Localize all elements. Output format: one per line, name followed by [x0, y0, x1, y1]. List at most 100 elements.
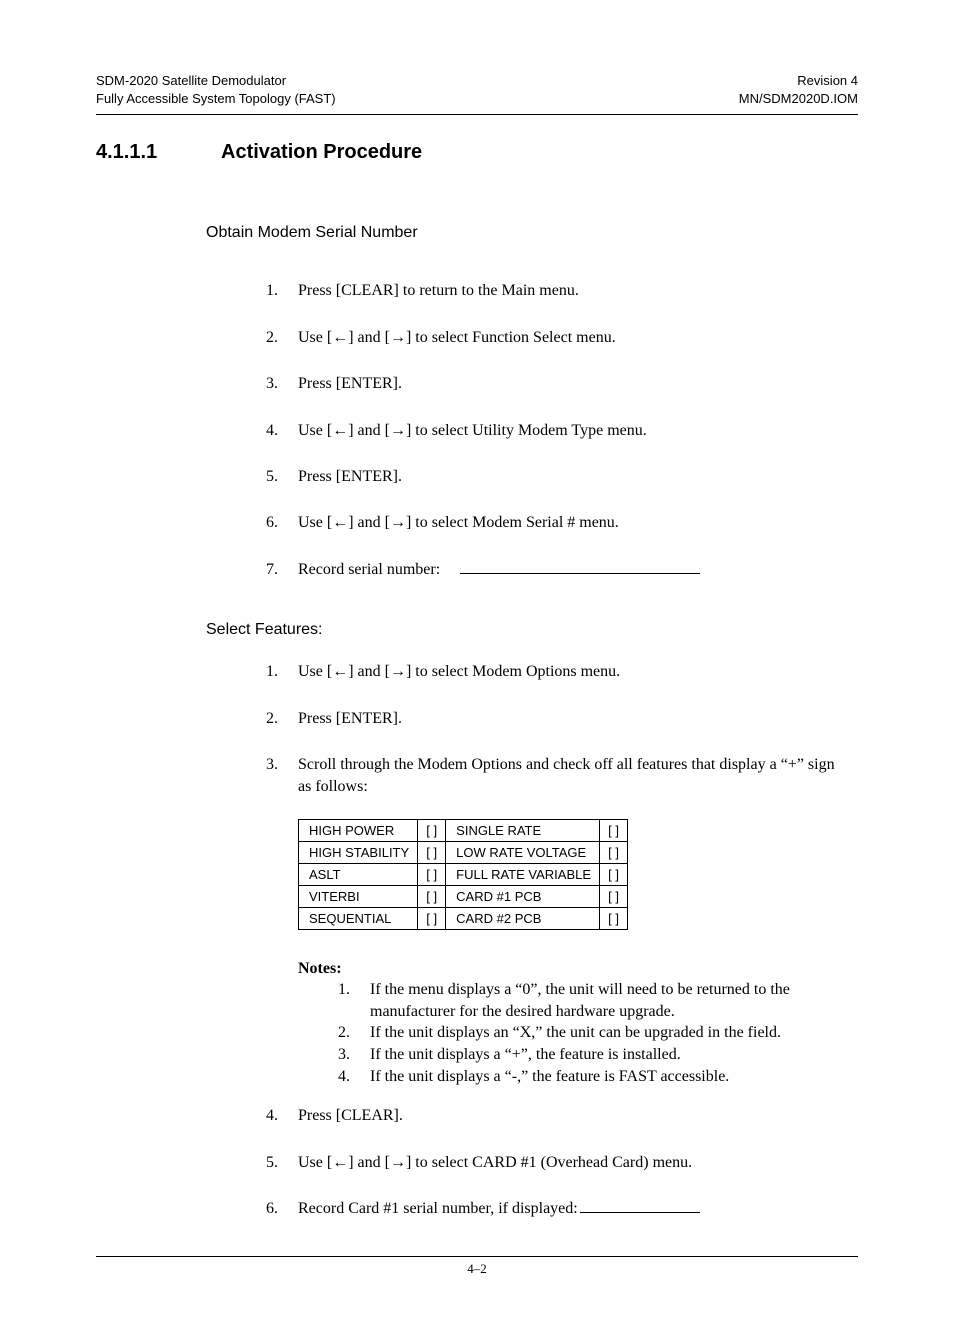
topology-name: Fully Accessible System Topology (FAST) — [96, 90, 336, 108]
item-text: Press [CLEAR]. — [298, 1105, 838, 1127]
table-row: SEQUENTIAL[ ]CARD #2 PCB[ ] — [299, 907, 628, 929]
feature-checkbox: [ ] — [418, 885, 446, 907]
item-text: Use [←] and [→] to select Modem Serial #… — [298, 512, 838, 534]
item-number: 1. — [266, 280, 298, 302]
feature-checkbox: [ ] — [600, 885, 628, 907]
table-row: ASLT[ ]FULL RATE VARIABLE[ ] — [299, 863, 628, 885]
note-text: If the unit displays a “+”, the feature … — [370, 1044, 838, 1066]
list-item: 3.Scroll through the Modem Options and c… — [266, 754, 838, 799]
note-item: 4.If the unit displays a “-,” the featur… — [338, 1066, 838, 1088]
feature-checkbox: [ ] — [600, 819, 628, 841]
record-card-label: Record Card #1 serial number, if display… — [298, 1200, 578, 1217]
item-number: 2. — [266, 327, 298, 349]
table-row: HIGH POWER[ ]SINGLE RATE[ ] — [299, 819, 628, 841]
item-text: Press [ENTER]. — [298, 373, 838, 395]
note-item: 3.If the unit displays a “+”, the featur… — [338, 1044, 838, 1066]
note-text: If the unit displays a “-,” the feature … — [370, 1066, 838, 1088]
item-text: Press [ENTER]. — [298, 708, 838, 730]
list-item: 4.Press [CLEAR]. — [266, 1105, 838, 1127]
item-number: 2. — [266, 708, 298, 730]
feature-table-container: HIGH POWER[ ]SINGLE RATE[ ]HIGH STABILIT… — [298, 819, 858, 930]
feature-name: CARD #1 PCB — [446, 885, 600, 907]
card-blank — [580, 1212, 700, 1213]
feature-checkbox: [ ] — [418, 819, 446, 841]
feature-name: HIGH STABILITY — [299, 841, 418, 863]
feature-checkbox: [ ] — [418, 841, 446, 863]
list-item: 5.Use [←] and [→] to select CARD #1 (Ove… — [266, 1152, 838, 1174]
list-item: 7.Record serial number: — [266, 559, 838, 581]
list-item: 3.Press [ENTER]. — [266, 373, 838, 395]
page-header: SDM-2020 Satellite Demodulator Fully Acc… — [96, 72, 858, 108]
item-number: 3. — [266, 373, 298, 395]
note-item: 2.If the unit displays an “X,” the unit … — [338, 1022, 838, 1044]
section-number: 4.1.1.1 — [96, 141, 221, 164]
doc-code: MN/SDM2020D.IOM — [739, 90, 858, 108]
feature-name: SINGLE RATE — [446, 819, 600, 841]
feature-steps: 1.Use [←] and [→] to select Modem Option… — [266, 661, 838, 799]
feature-name: VITERBI — [299, 885, 418, 907]
feature-checkbox: [ ] — [418, 863, 446, 885]
subheading-features: Select Features: — [206, 621, 858, 639]
revision: Revision 4 — [739, 72, 858, 90]
list-item: 5.Press [ENTER]. — [266, 466, 838, 488]
product-name: SDM-2020 Satellite Demodulator — [96, 72, 336, 90]
feature-name: FULL RATE VARIABLE — [446, 863, 600, 885]
notes-list: 1.If the menu displays a “0”, the unit w… — [338, 979, 838, 1087]
header-rule — [96, 114, 858, 115]
feature-table: HIGH POWER[ ]SINGLE RATE[ ]HIGH STABILIT… — [298, 819, 628, 930]
item-text: Record serial number: — [298, 559, 838, 581]
note-text: If the unit displays an “X,” the unit ca… — [370, 1022, 838, 1044]
item-number: 5. — [266, 466, 298, 488]
list-item: 4.Use [←] and [→] to select Utility Mode… — [266, 420, 838, 442]
note-number: 3. — [338, 1044, 370, 1066]
table-row: HIGH STABILITY[ ]LOW RATE VOLTAGE[ ] — [299, 841, 628, 863]
note-number: 4. — [338, 1066, 370, 1088]
item-number: 3. — [266, 754, 298, 776]
section-title: Activation Procedure — [221, 141, 422, 164]
item-text: Record Card #1 serial number, if display… — [298, 1198, 838, 1220]
page-number: 4–2 — [96, 1261, 858, 1277]
item-number: 1. — [266, 661, 298, 683]
feature-checkbox: [ ] — [600, 841, 628, 863]
item-text: Use [←] and [→] to select Utility Modem … — [298, 420, 838, 442]
list-item: 6.Use [←] and [→] to select Modem Serial… — [266, 512, 838, 534]
list-item: 2.Press [ENTER]. — [266, 708, 838, 730]
feature-table-body: HIGH POWER[ ]SINGLE RATE[ ]HIGH STABILIT… — [299, 819, 628, 929]
item-number: 7. — [266, 559, 298, 581]
item-text: Press [ENTER]. — [298, 466, 838, 488]
header-left: SDM-2020 Satellite Demodulator Fully Acc… — [96, 72, 336, 108]
note-text: If the menu displays a “0”, the unit wil… — [370, 979, 838, 1022]
item-number: 6. — [266, 512, 298, 534]
serial-blank — [460, 573, 700, 574]
item-text: Use [←] and [→] to select Modem Options … — [298, 661, 838, 683]
notes-label: Notes: — [298, 958, 838, 980]
feature-checkbox: [ ] — [600, 907, 628, 929]
item-text: Scroll through the Modem Options and che… — [298, 754, 838, 799]
feature-checkbox: [ ] — [418, 907, 446, 929]
note-number: 2. — [338, 1022, 370, 1044]
item-text: Press [CLEAR] to return to the Main menu… — [298, 280, 838, 302]
item-number: 5. — [266, 1152, 298, 1174]
feature-steps-cont: 4.Press [CLEAR]. 5.Use [←] and [→] to se… — [266, 1105, 838, 1220]
feature-name: CARD #2 PCB — [446, 907, 600, 929]
footer-rule — [96, 1256, 858, 1257]
feature-checkbox: [ ] — [600, 863, 628, 885]
note-number: 1. — [338, 979, 370, 1022]
item-text: Use [←] and [→] to select Function Selec… — [298, 327, 838, 349]
list-item: 2.Use [←] and [→] to select Function Sel… — [266, 327, 838, 349]
table-row: VITERBI[ ]CARD #1 PCB[ ] — [299, 885, 628, 907]
feature-name: LOW RATE VOLTAGE — [446, 841, 600, 863]
subheading-serial: Obtain Modem Serial Number — [206, 224, 858, 242]
list-item: 1.Use [←] and [→] to select Modem Option… — [266, 661, 838, 683]
item-number: 4. — [266, 1105, 298, 1127]
record-serial-label: Record serial number: — [298, 561, 440, 578]
item-number: 6. — [266, 1198, 298, 1220]
header-right: Revision 4 MN/SDM2020D.IOM — [739, 72, 858, 108]
item-text: Use [←] and [→] to select CARD #1 (Overh… — [298, 1152, 838, 1174]
feature-name: ASLT — [299, 863, 418, 885]
section-heading: 4.1.1.1 Activation Procedure — [96, 141, 858, 164]
serial-steps: 1.Press [CLEAR] to return to the Main me… — [266, 280, 838, 581]
feature-name: SEQUENTIAL — [299, 907, 418, 929]
item-number: 4. — [266, 420, 298, 442]
feature-name: HIGH POWER — [299, 819, 418, 841]
